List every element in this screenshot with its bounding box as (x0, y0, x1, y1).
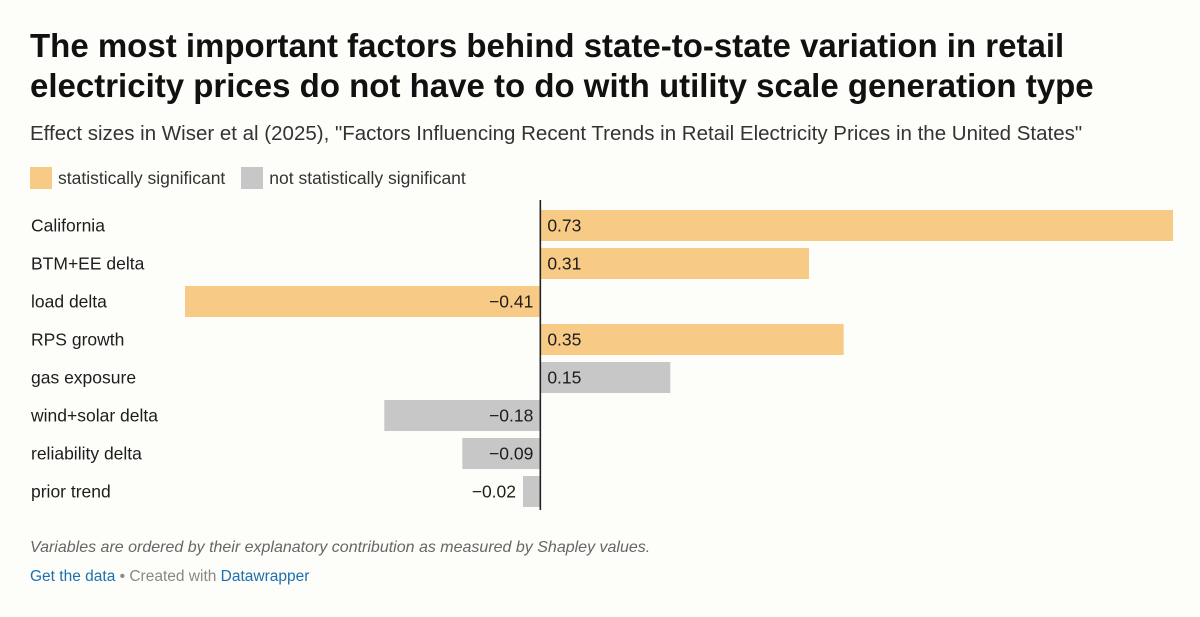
chart-title: The most important factors behind state-… (30, 27, 1094, 104)
category-label-btm-ee-delta: BTM+EE delta (31, 254, 145, 274)
legend-label-not-significant: not statistically significant (269, 167, 466, 188)
legend-swatch-not-significant (241, 167, 264, 189)
category-label-reliability-delta: reliability delta (31, 444, 142, 464)
category-label-prior-trend: prior trend (31, 482, 111, 502)
legend-item-significant: statistically significant (30, 167, 225, 189)
get-data-link[interactable]: Get the data (30, 568, 116, 585)
bar-gas-exposure (540, 362, 671, 393)
value-label-rps-growth: 0.35 (547, 330, 581, 350)
value-label-btm-ee-delta: 0.31 (547, 254, 581, 274)
bar-prior-trend (523, 476, 541, 507)
legend-item-not-significant: not statistically significant (241, 167, 466, 189)
category-label-rps-growth: RPS growth (31, 330, 124, 350)
bar-california (540, 210, 1173, 241)
legend-swatch-significant (30, 167, 52, 189)
footer-separator: • Created with (115, 568, 221, 585)
bar-load-delta (185, 286, 541, 317)
bar-rps-growth (540, 324, 844, 355)
category-label-wind-solar-delta: wind+solar delta (30, 406, 158, 426)
legend-label-significant: statistically significant (58, 167, 226, 188)
value-label-gas-exposure: 0.15 (547, 368, 581, 388)
value-label-california: 0.73 (547, 216, 581, 236)
bar-chart: California 0.73 BTM+EE delta 0.31 load delta… (30, 200, 1173, 510)
chart-notes: Variables are ordered by their explanato… (30, 539, 651, 556)
datawrapper-link[interactable]: Datawrapper (220, 568, 310, 585)
bar-reliability-delta (462, 438, 541, 469)
footer: Get the data • Created with Datawrapper (30, 568, 309, 586)
chart-subtitle: Effect sizes in Wiser et al (2025), "Fac… (30, 122, 1083, 145)
value-label-wind-solar-delta: −0.18 (489, 406, 533, 426)
bar-wind-solar-delta (384, 400, 541, 431)
value-label-reliability-delta: −0.09 (489, 444, 533, 464)
value-label-load-delta: −0.41 (489, 292, 533, 312)
category-label-california: California (31, 216, 105, 236)
legend: statistically significant not statistica… (30, 166, 482, 190)
value-label-prior-trend: −0.02 (472, 482, 516, 502)
category-label-load-delta: load delta (31, 292, 107, 312)
bar-btm-ee-delta (540, 248, 809, 279)
category-label-gas-exposure: gas exposure (31, 368, 136, 388)
